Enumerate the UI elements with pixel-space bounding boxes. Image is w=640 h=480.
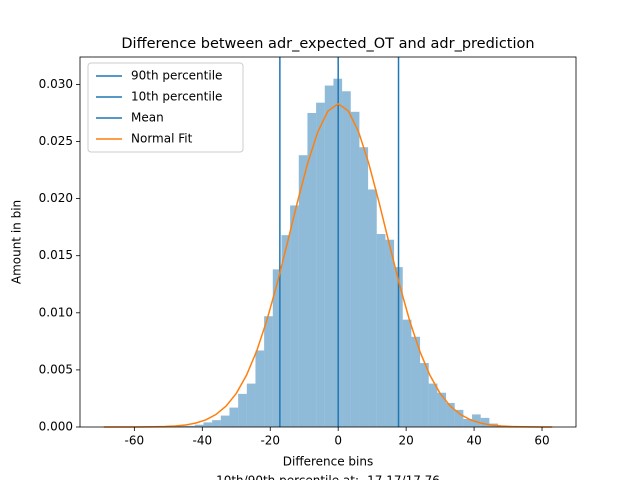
bar [376,234,386,427]
legend-label: 10th percentile [131,90,222,104]
bar [446,403,455,427]
bar [220,415,230,427]
bar [307,112,317,427]
x-tick-label: 40 [466,434,481,448]
x-tick-label: -20 [260,434,280,448]
bar [177,425,187,427]
bar [316,102,325,427]
bar [454,409,464,427]
bar [463,419,473,427]
y-tick-label: 0.000 [39,420,73,434]
legend-label: Normal Fit [131,132,193,146]
bar [385,239,395,427]
legend-label: 90th percentile [131,69,222,83]
bar [420,363,429,427]
y-tick-label: 0.025 [39,134,73,148]
bar [255,350,265,427]
bar [264,316,273,427]
bar [437,392,447,427]
bar [359,147,369,427]
bar [350,111,360,427]
bar [324,85,334,428]
x-axis-label: Difference bins [283,455,374,469]
y-tick-label: 0.020 [39,191,73,205]
bar [480,417,490,427]
bar [368,189,377,427]
y-tick-label: 0.030 [39,77,73,91]
bar [186,425,195,427]
bar [194,424,204,427]
bar [272,269,282,427]
legend-box [87,62,244,153]
y-tick-label: 0.015 [39,248,73,262]
bar [238,393,247,427]
bar [203,422,213,427]
x-tick-label: -60 [125,434,145,448]
x-tick-label: 20 [398,434,413,448]
bar [472,414,481,427]
chart-title: Difference between adr_expected_OT and a… [121,36,534,52]
bar [246,383,256,427]
y-tick-label: 0.010 [39,305,73,319]
bar [411,336,421,427]
note: 10th/90th percentile at: -17.17/17.76 [216,474,440,480]
bar [342,91,351,427]
x-tick-label: 60 [534,434,549,448]
x-tick-label: 0 [334,434,342,448]
y-axis-label: Amount in bin [10,200,24,284]
x-tick-label: -40 [192,434,212,448]
bar [428,383,438,427]
axes-frame [79,56,577,428]
fit-line [103,102,553,428]
bar [290,205,299,427]
bar [212,420,221,427]
legend-label: Mean [131,111,164,125]
bar [402,319,412,427]
y-tick-label: 0.005 [39,362,73,376]
bar [298,155,308,427]
bar [229,407,239,427]
bar [281,235,291,427]
